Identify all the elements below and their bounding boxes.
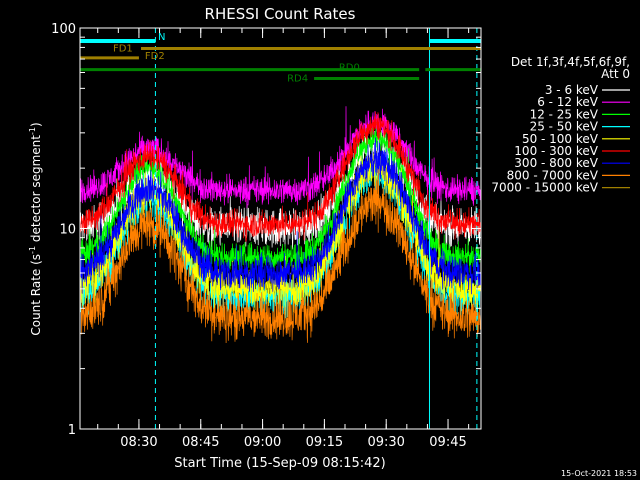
x-tick-label: 09:15 <box>306 435 343 450</box>
legend-label-1: 6 - 12 keV <box>537 95 599 109</box>
legend-label-8: 7000 - 15000 keV <box>491 181 598 195</box>
x-tick-label: 09:00 <box>244 435 281 450</box>
y-axis-label: Count Rate (s-1 detector segment-1) <box>28 122 43 335</box>
series-line-5 <box>79 111 481 242</box>
legend-label-0: 3 - 6 keV <box>545 83 599 97</box>
legend-label-2: 12 - 25 keV <box>530 107 599 121</box>
legend-label-4: 50 - 100 keV <box>522 132 599 146</box>
axes-layer: 1 10 100 08:30 08:45 09:00 09:15 09:30 09:45 <box>51 22 481 450</box>
legend-label-6: 300 - 800 keV <box>514 156 598 170</box>
y-tick-label: 1 <box>68 423 76 438</box>
chart-title: RHESSI Count Rates <box>205 5 356 23</box>
x-axis-label: Start Time (15-Sep-09 08:15:42) <box>174 456 385 471</box>
flag-label-fd2: FD2 <box>145 51 165 62</box>
legend-header-line-1: Det 1f,3f,4f,5f,6f,9f, <box>511 55 630 69</box>
x-tick-label: 08:30 <box>120 435 157 450</box>
flag-label-rd4: RD4 <box>287 73 308 84</box>
x-tick-label: 09:30 <box>367 435 404 450</box>
night-bar-label: N <box>158 32 165 43</box>
series-line-2 <box>79 121 481 275</box>
legend-label-5: 100 - 300 keV <box>514 144 598 158</box>
y-tick-label: 100 <box>51 22 76 37</box>
legend-label-7: 800 - 7000 keV <box>507 168 599 182</box>
legend-label-3: 25 - 50 keV <box>530 120 599 134</box>
series-line-6 <box>79 137 481 295</box>
plot-data-layer <box>79 106 481 344</box>
flag-label-rd0: RD0 <box>339 63 360 74</box>
series-line-7 <box>79 169 481 344</box>
legend-header-line-2: Att 0 <box>601 67 630 81</box>
x-tick-label: 08:45 <box>182 435 219 450</box>
footer-timestamp: 15-Oct-2021 18:53 <box>561 469 637 478</box>
flag-label-fd1: FD1 <box>113 44 133 55</box>
x-tick-label: 09:45 <box>429 435 466 450</box>
y-tick-label: 10 <box>59 223 76 238</box>
